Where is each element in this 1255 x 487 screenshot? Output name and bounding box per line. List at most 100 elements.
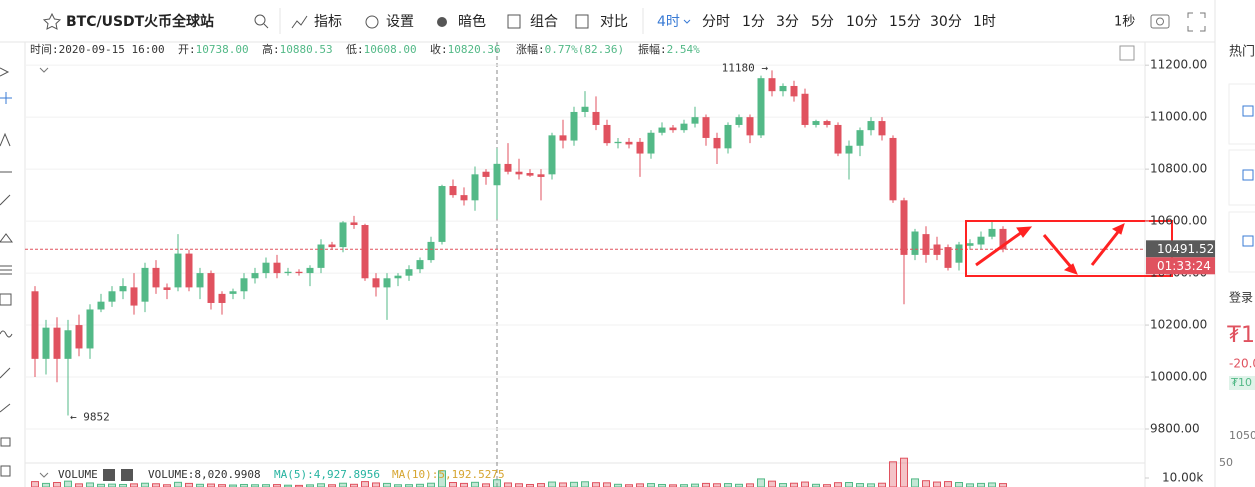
candle-body [482, 171, 490, 177]
volume-bar [64, 480, 72, 487]
interval[interactable]: 分时 [702, 14, 730, 30]
checkbox[interactable] [1242, 235, 1254, 247]
indicator-icon[interactable] [291, 15, 308, 29]
volume-bar [603, 482, 611, 487]
candle-body [141, 267, 149, 302]
screenshot-icon[interactable] [1156, 17, 1164, 26]
checkbox[interactable] [1242, 169, 1254, 181]
y-tick-label: 11200.00 [1150, 58, 1207, 72]
high-annotation: 11180 → [722, 61, 769, 74]
volume-bar [922, 480, 930, 487]
y-tick-label: 10600.00 [1150, 214, 1207, 228]
toolbar-button[interactable]: 组合 [530, 14, 558, 30]
volume-bar [801, 481, 809, 487]
search-icon[interactable] [263, 23, 269, 29]
collapse-icon[interactable] [39, 67, 49, 73]
candle-body [526, 173, 534, 176]
toolbar-button[interactable]: 对比 [600, 14, 628, 30]
info-value: 2020-09-15 16:00 [59, 43, 165, 56]
candle-body [317, 244, 325, 268]
interval[interactable]: 1时 [973, 14, 996, 30]
volume-bar [977, 482, 985, 487]
volume-title: VOLUME [58, 468, 98, 481]
candle-body [284, 271, 292, 274]
volume-current: VOLUME:8,020.9908 [148, 468, 261, 481]
candle-body [471, 174, 479, 201]
candle-body [878, 121, 886, 136]
candle-body [757, 78, 765, 136]
card[interactable] [1228, 83, 1255, 145]
settings-icon[interactable] [365, 15, 379, 29]
expand-icon[interactable] [1119, 45, 1135, 61]
close-icon[interactable] [121, 469, 133, 481]
info-value: 2.54% [667, 43, 700, 56]
volume-bar [174, 481, 182, 487]
side-price: ₮1 [1227, 323, 1255, 348]
candle-body [625, 141, 633, 145]
candle-body [460, 195, 468, 201]
symbol[interactable]: BTC/USDT [66, 14, 145, 30]
volume-bar [53, 482, 61, 487]
side-heading[interactable]: 热门 [1229, 45, 1255, 60]
theme-icon[interactable] [437, 17, 447, 27]
volume-bar [119, 483, 127, 487]
candle-body [262, 262, 270, 274]
card[interactable] [1228, 149, 1255, 206]
candle-body [911, 231, 919, 255]
login[interactable]: 登录 [1229, 290, 1253, 305]
exchange[interactable]: 火币全球站 [144, 13, 214, 30]
card[interactable] [1228, 211, 1255, 273]
volume-bar [152, 483, 160, 487]
drawing-tools[interactable] [0, 67, 13, 477]
volume-bar [240, 483, 248, 487]
favorite-icon[interactable] [42, 12, 62, 30]
interval[interactable]: 10分 [846, 14, 878, 30]
candle-body [493, 163, 501, 186]
collapse-icon[interactable] [39, 472, 49, 478]
compare-icon[interactable] [575, 14, 589, 29]
candle-body [515, 171, 523, 175]
settings-icon[interactable] [103, 469, 115, 481]
toolbar-button[interactable]: 暗色 [458, 13, 486, 30]
screenshot-icon[interactable] [1150, 14, 1170, 29]
y-tick-label: 10800.00 [1150, 162, 1207, 176]
dropdown-icon[interactable] [683, 19, 691, 24]
candle-body [735, 117, 743, 125]
volume-bar [559, 482, 567, 487]
candle-body [548, 135, 556, 175]
interval[interactable]: 1分 [742, 14, 765, 30]
layout-icon[interactable] [507, 14, 521, 29]
volume-bar [878, 482, 886, 487]
countdown-box [1146, 257, 1215, 275]
candle-body [999, 228, 1007, 250]
volume-bar [515, 483, 523, 487]
volume-bar [460, 482, 468, 487]
candle-body [119, 286, 127, 292]
candle-body [152, 267, 160, 288]
interval[interactable]: 15分 [889, 14, 921, 30]
volume-bar [273, 484, 281, 487]
toolbar-button[interactable]: 指标 [314, 14, 342, 30]
info-value: 10738.00 [196, 43, 249, 56]
search-icon[interactable] [254, 14, 266, 26]
candle-body [691, 117, 699, 124]
volume-bar [746, 483, 754, 487]
volume-bar [284, 484, 292, 487]
candle-body [812, 121, 820, 125]
volume-bar [295, 484, 303, 487]
side-change: -20.0 [1229, 357, 1255, 371]
volume-bar [526, 483, 534, 487]
y-tick-label: 11000.00 [1150, 110, 1207, 124]
candle-body [922, 234, 930, 255]
toolbar-button[interactable]: 设置 [386, 14, 414, 30]
fullscreen-icon[interactable] [1187, 12, 1206, 32]
checkbox[interactable] [1242, 105, 1254, 117]
interval[interactable]: 30分 [930, 14, 962, 30]
active-interval[interactable]: 4时 [657, 14, 680, 30]
refresh[interactable]: 1秒 [1114, 15, 1135, 30]
interval[interactable]: 5分 [811, 14, 834, 30]
interval[interactable]: 3分 [776, 14, 799, 30]
candle-body [900, 200, 908, 255]
volume-bar [779, 483, 787, 487]
